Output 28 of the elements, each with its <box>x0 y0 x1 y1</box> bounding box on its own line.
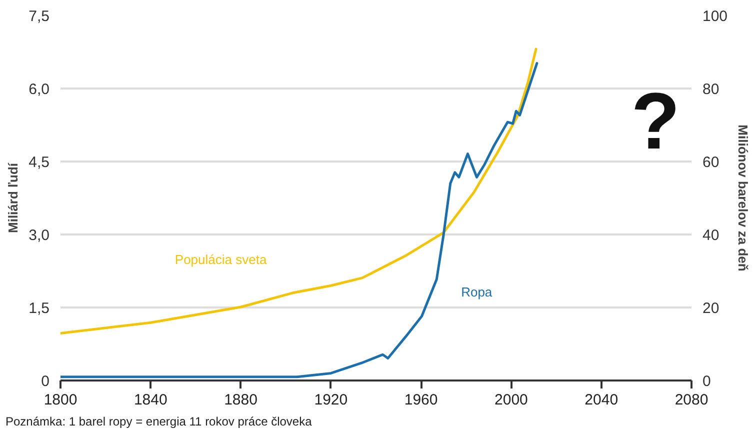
y-tick-label: 4,5 <box>28 154 50 171</box>
y2-tick-label: 40 <box>702 227 720 244</box>
y2-tick-label: 0 <box>702 373 711 390</box>
x-tick-label: 2080 <box>674 392 708 408</box>
y-axis-title: Miliárd ľudí <box>6 162 21 234</box>
x-tick-label: 1800 <box>44 392 78 408</box>
y-tick-label: 7,5 <box>28 8 50 25</box>
y2-tick-label: 20 <box>702 300 720 317</box>
y2-tick-label: 100 <box>702 8 728 25</box>
x-tick-label: 2000 <box>494 392 528 408</box>
y-tick-label: 1,5 <box>28 300 50 317</box>
line-series <box>60 48 538 335</box>
x-tick-label: 1880 <box>224 392 258 408</box>
y2-tick-label: 60 <box>702 154 720 171</box>
x-tick-label: 1960 <box>404 392 438 408</box>
y-tick-label: 0 <box>41 373 50 390</box>
annotation: ? <box>631 76 680 166</box>
x-tick-label: 1840 <box>134 392 168 408</box>
y-tick-label: 3,0 <box>28 227 50 244</box>
text: Populácia sveta <box>174 252 268 268</box>
y2-axis-title: Miliónov barelov za deň <box>736 124 751 272</box>
y-tick-label: 6,0 <box>28 81 50 98</box>
x-tick-label: 1920 <box>314 392 348 408</box>
line-series <box>60 62 538 378</box>
text: Poznámka: 1 barel ropy = energia 11 rokov práce človeka <box>6 414 312 428</box>
x-tick-label: 2040 <box>584 392 618 408</box>
series-label: Ropa <box>461 284 493 300</box>
y2-tick-label: 80 <box>702 81 720 98</box>
